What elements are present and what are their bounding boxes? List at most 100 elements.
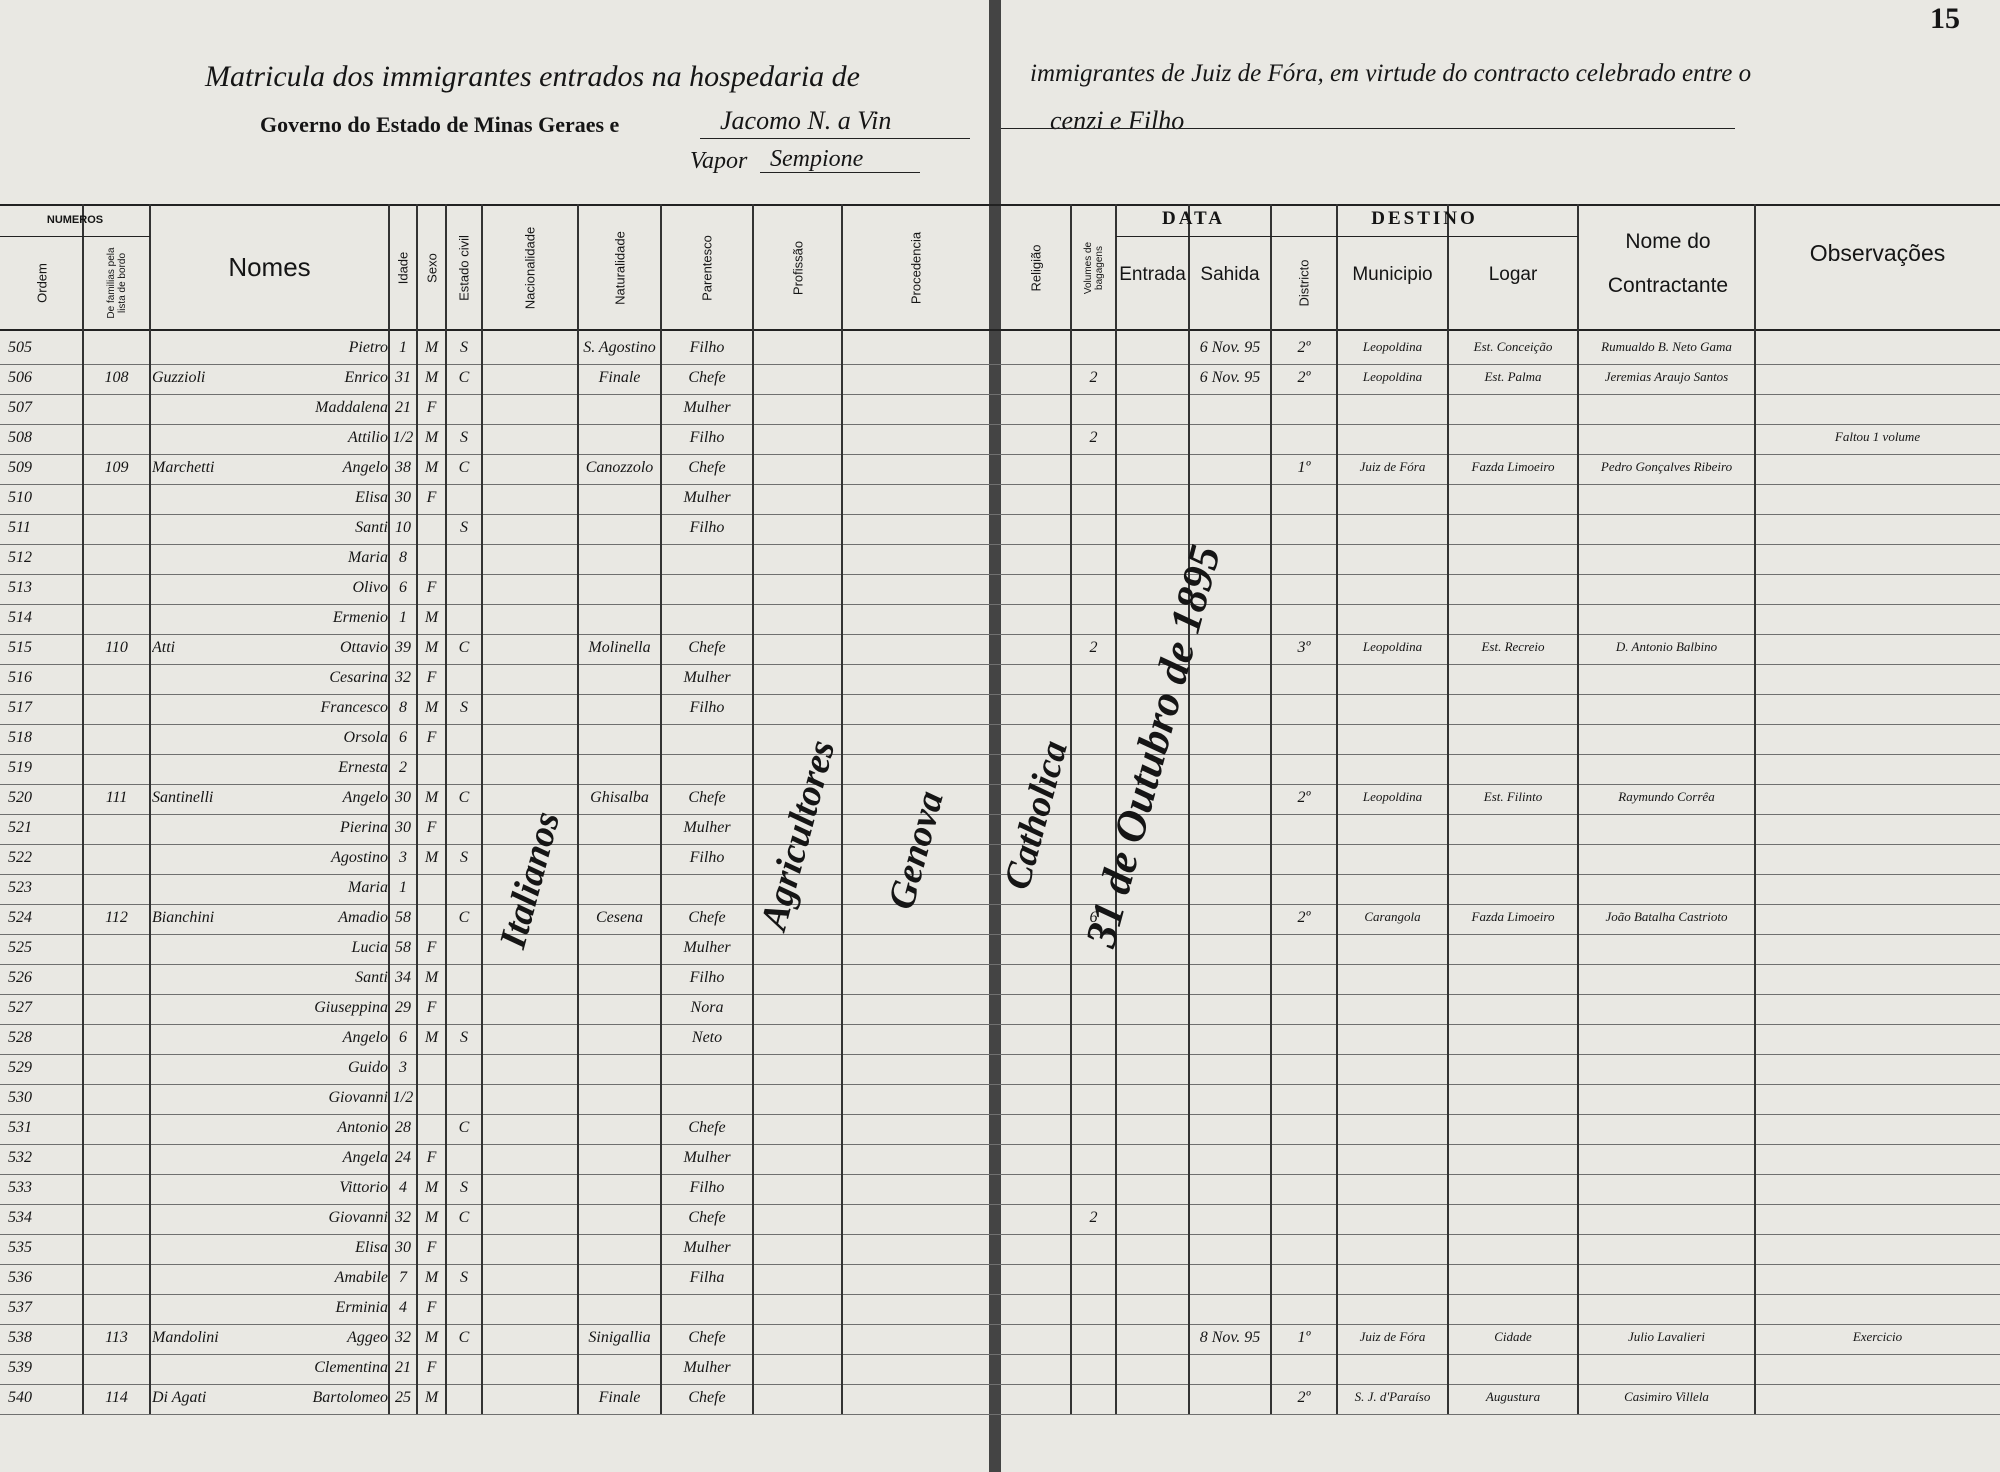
cell-idade: 31 <box>395 369 411 386</box>
cell-nome: Angelo <box>342 1029 388 1046</box>
cell-ordem: 521 <box>8 819 32 836</box>
cell-parentesco: Filho <box>689 429 725 446</box>
cell-parentesco: Chefe <box>688 1389 726 1406</box>
cell-parentesco: Filho <box>689 969 725 986</box>
cell-nome: Pierina <box>340 819 388 836</box>
cell-ordem: 539 <box>8 1359 32 1376</box>
cell-estado: S <box>460 429 468 446</box>
cell-parentesco: Mulher <box>683 1239 731 1256</box>
cell-idade: 3 <box>399 849 407 866</box>
cell-estado: C <box>458 1119 470 1136</box>
row-rule <box>0 694 2000 695</box>
row-rule <box>0 1234 2000 1235</box>
cell-parentesco: Chefe <box>688 1209 726 1226</box>
cell-idade: 38 <box>395 459 411 476</box>
cell-sobrenome: Marchetti <box>152 459 215 476</box>
cell-sexo: M <box>424 1209 439 1226</box>
cell-municipio: Leopoldina <box>1362 369 1423 384</box>
cell-sexo: M <box>424 849 439 866</box>
cell-idade: 1 <box>399 879 407 896</box>
cell-nome: Cesarina <box>329 669 388 686</box>
column-header: Idade <box>395 251 411 285</box>
cell-municipio: Juiz de Fóra <box>1359 1329 1426 1344</box>
cell-estado: C <box>458 369 470 386</box>
row-rule <box>0 1084 2000 1085</box>
cell-contractante: D. Antonio Balbino <box>1615 639 1718 654</box>
vapor-label: Vapor <box>690 148 748 174</box>
cell-ordem: 516 <box>8 669 32 686</box>
column-header: Religião <box>1028 244 1044 292</box>
cell-ordem: 529 <box>8 1059 32 1076</box>
row-rule <box>0 784 2000 785</box>
cell-nome: Pietro <box>348 339 388 356</box>
cell-idade: 32 <box>395 669 411 686</box>
cell-idade: 39 <box>395 639 411 656</box>
group-rule <box>0 236 150 237</box>
cell-nome: Bartolomeo <box>312 1389 388 1406</box>
cell-ordem: 528 <box>8 1029 32 1046</box>
cell-volumes: 6 <box>1089 909 1098 926</box>
cell-familia: 109 <box>104 459 129 476</box>
cell-sexo: M <box>424 1269 439 1286</box>
column-header: Ordem <box>34 263 49 303</box>
cell-ordem: 519 <box>8 759 32 776</box>
cell-idade: 58 <box>395 909 411 926</box>
column-header: Estado civil <box>456 235 472 301</box>
cell-sexo: M <box>424 1179 439 1196</box>
cell-contractante: Casimiro Villela <box>1624 1389 1709 1404</box>
row-rule <box>0 724 2000 725</box>
vertical-note: Genova <box>879 786 952 914</box>
cell-idade: 32 <box>395 1329 411 1346</box>
cell-sexo: M <box>424 789 439 806</box>
cell-municipio: S. J. d'Paraíso <box>1354 1389 1431 1404</box>
cell-ordem: 520 <box>8 789 32 806</box>
cell-ordem: 525 <box>8 939 32 956</box>
cell-idade: 29 <box>395 999 411 1016</box>
row-rule <box>0 364 2000 365</box>
column-rule <box>1336 204 1338 1414</box>
row-rule <box>0 904 2000 905</box>
row-rule <box>0 634 2000 635</box>
cell-ordem: 527 <box>8 999 32 1016</box>
cell-parentesco: Mulher <box>683 939 731 956</box>
cell-estado: C <box>458 909 470 926</box>
column-rule <box>752 204 754 1414</box>
cell-idade: 21 <box>395 1359 411 1376</box>
cell-sexo: F <box>426 1149 437 1166</box>
cell-contractante: Rumualdo B. Neto Gama <box>1601 339 1732 354</box>
row-rule <box>0 1174 2000 1175</box>
cell-idade: 8 <box>399 699 407 716</box>
column-rule <box>1070 204 1072 1414</box>
row-rule <box>0 664 2000 665</box>
cell-idade: 6 <box>399 579 407 596</box>
cell-logar: Est. Conceição <box>1473 339 1553 354</box>
cell-parentesco: Chefe <box>688 369 726 386</box>
cell-ordem: 536 <box>8 1269 32 1286</box>
cell-districto: 2º <box>1297 789 1311 806</box>
cell-sexo: F <box>426 939 437 956</box>
cell-parentesco: Filho <box>689 849 725 866</box>
row-rule <box>0 1144 2000 1145</box>
cell-idade: 4 <box>399 1179 407 1196</box>
cell-idade: 2 <box>399 759 407 776</box>
cell-municipio: Leopoldina <box>1362 639 1423 654</box>
cell-naturalidade: Cesena <box>595 909 644 926</box>
cell-observacoes: Exercicio <box>1852 1329 1903 1344</box>
cell-parentesco: Filho <box>689 339 725 356</box>
cell-nome: Attilio <box>348 429 388 446</box>
column-rule <box>82 204 84 1414</box>
cell-ordem: 531 <box>8 1119 32 1136</box>
page-number: 15 <box>1930 2 1960 35</box>
row-rule <box>0 964 2000 965</box>
cell-municipio: Carangola <box>1364 909 1421 924</box>
row-rule <box>0 1114 2000 1115</box>
cell-ordem: 535 <box>8 1239 32 1256</box>
cell-parentesco: Filho <box>689 1179 725 1196</box>
cell-districto: 2º <box>1297 339 1311 356</box>
cell-districto: 2º <box>1297 1389 1311 1406</box>
cell-sexo: M <box>424 969 439 986</box>
cell-districto: 1º <box>1297 459 1311 476</box>
cell-nome: Amadio <box>338 909 388 926</box>
cell-contractante: João Batalha Castrioto <box>1605 909 1728 924</box>
